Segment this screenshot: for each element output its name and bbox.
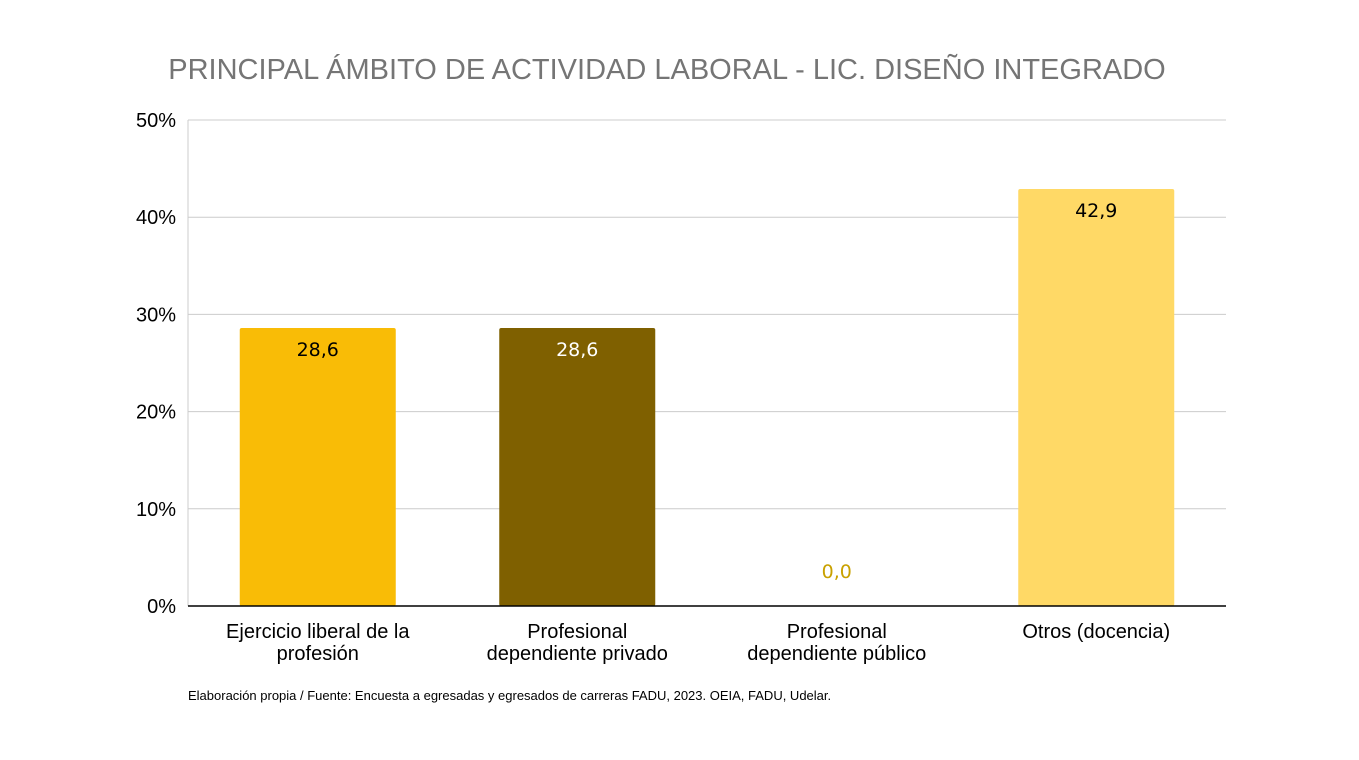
data-label: 28,6 [556,339,598,361]
bar [1018,189,1175,606]
y-tick-label: 20% [136,402,176,424]
chart-title: PRINCIPAL ÁMBITO DE ACTIVIDAD LABORAL - … [168,52,1165,86]
y-axis-ticks: 0% 10% 20% 30% 40% 50% [136,110,176,618]
bar [499,328,656,606]
source-note: Elaboración propia / Fuente: Encuesta a … [188,688,831,703]
data-label: 0,0 [822,561,852,583]
x-category-label: dependiente público [747,643,926,665]
y-tick-label: 30% [136,304,176,326]
data-labels: 28,6 28,6 0,0 42,9 [297,200,1118,583]
y-tick-label: 10% [136,499,176,521]
x-category-label: Profesional [527,621,627,643]
bar [239,328,396,606]
x-category-label: Profesional [787,621,887,643]
y-tick-label: 0% [147,596,176,618]
bars [239,189,1175,606]
x-category-label: Otros (docencia) [1022,621,1170,643]
y-tick-label: 40% [136,207,176,229]
x-category-label: Ejercicio liberal de la [226,621,410,643]
x-category-label: dependiente privado [487,643,668,665]
data-label: 28,6 [297,339,339,361]
y-tick-label: 50% [136,110,176,132]
data-label: 42,9 [1075,200,1117,222]
x-category-label: profesión [277,643,359,665]
